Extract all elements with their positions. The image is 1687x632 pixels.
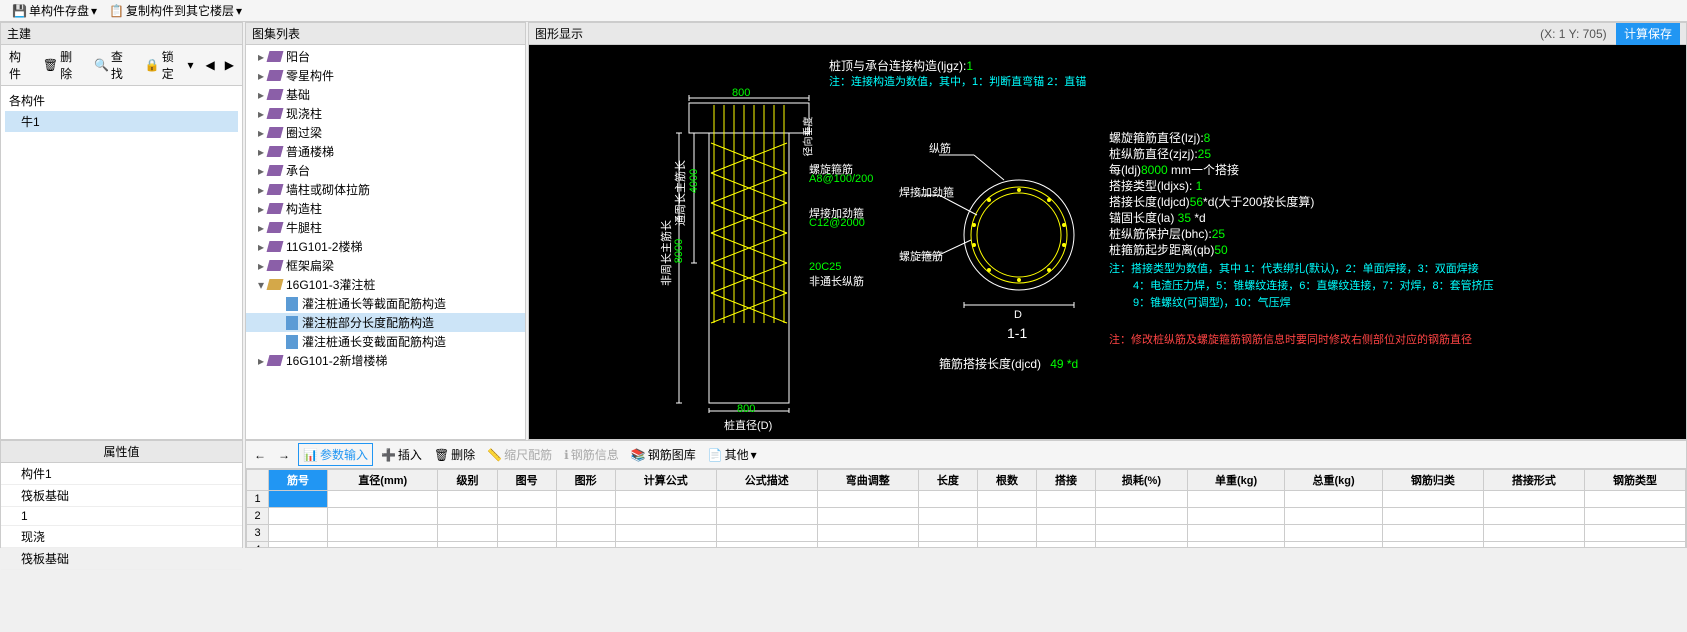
- btn-delete[interactable]: 🗑删除: [39, 47, 88, 83]
- atlas-node[interactable]: ▸阳台: [246, 47, 525, 66]
- atlas-leaf[interactable]: 灌注桩通长变截面配筋构造: [246, 332, 525, 351]
- tree-item[interactable]: 牛1: [5, 111, 238, 132]
- btn-prev[interactable]: ←: [250, 446, 270, 464]
- btn-next[interactable]: →: [274, 446, 294, 464]
- rebar-toolbar: ← → 📊参数输入 ➕插入 🗑删除 📏缩尺配筋 ℹ钢筋信息 📚钢筋图库 📄其他▾: [245, 440, 1687, 469]
- left-tree: 各构件 牛1: [0, 86, 243, 440]
- btn-scale: 📏缩尺配筋: [483, 444, 556, 465]
- left-panel: 主建 构件 🗑删除 🔍查找 🔒锁定▾ ◀ ▶ 各构件 牛1: [0, 22, 243, 440]
- property-row[interactable]: 筏板基础: [1, 548, 242, 570]
- property-row[interactable]: 1: [1, 507, 242, 526]
- atlas-title: 图集列表: [245, 22, 526, 45]
- btn-find[interactable]: 🔍查找: [90, 47, 139, 83]
- atlas-node[interactable]: ▸现浇柱: [246, 104, 525, 123]
- atlas-node[interactable]: ▸普通楼梯: [246, 142, 525, 161]
- left-toolbar: 构件 🗑删除 🔍查找 🔒锁定▾ ◀ ▶: [0, 45, 243, 86]
- property-row[interactable]: 现浇: [1, 526, 242, 548]
- btn-param-input[interactable]: 📊参数输入: [298, 443, 373, 466]
- atlas-node[interactable]: ▸基础: [246, 85, 525, 104]
- tree-root[interactable]: 各构件: [5, 90, 238, 111]
- btn-lib[interactable]: 📚钢筋图库: [627, 444, 700, 465]
- atlas-node[interactable]: ▸墙柱或砌体拉筋: [246, 180, 525, 199]
- btn-info: ℹ钢筋信息: [560, 444, 623, 465]
- btn-member[interactable]: 构件: [5, 47, 37, 83]
- btn-left-prev[interactable]: ◀: [202, 57, 219, 73]
- atlas-node[interactable]: ▸承台: [246, 161, 525, 180]
- menu-save[interactable]: 💾单构件存盘▾: [8, 2, 101, 19]
- atlas-leaf[interactable]: 灌注桩通长等截面配筋构造: [246, 294, 525, 313]
- btn-insert[interactable]: ➕插入: [377, 444, 426, 465]
- graphic-title: 图形显示: [535, 25, 583, 42]
- coord-display: (X: 1 Y: 705): [1540, 27, 1607, 41]
- atlas-panel: 图集列表 ▸阳台▸零星构件▸基础▸现浇柱▸圈过梁▸普通楼梯▸承台▸墙柱或砌体拉筋…: [245, 22, 526, 440]
- atlas-node[interactable]: ▸构造柱: [246, 199, 525, 218]
- drawing-canvas[interactable]: 桩顶与承台连接构造(ljgz):1 注：连接构造为数值，其中，1：判断直弯锚 2…: [528, 45, 1687, 440]
- atlas-node[interactable]: ▸牛腿柱: [246, 218, 525, 237]
- atlas-node[interactable]: ▸零星构件: [246, 66, 525, 85]
- property-panel: 属性值 构件1筏板基础1现浇筏板基础: [0, 440, 243, 548]
- atlas-node[interactable]: ▸11G101-2楼梯: [246, 237, 525, 256]
- atlas-node[interactable]: ▸圈过梁: [246, 123, 525, 142]
- atlas-node[interactable]: ▸16G101-2新增楼梯: [246, 351, 525, 370]
- atlas-leaf[interactable]: 灌注桩部分长度配筋构造: [246, 313, 525, 332]
- atlas-node[interactable]: ▸框架扁梁: [246, 256, 525, 275]
- rebar-panel: ← → 📊参数输入 ➕插入 🗑删除 📏缩尺配筋 ℹ钢筋信息 📚钢筋图库 📄其他▾…: [245, 440, 1687, 548]
- atlas-node-expanded[interactable]: ▾16G101-3灌注桩: [246, 275, 525, 294]
- btn-left-next[interactable]: ▶: [221, 57, 238, 73]
- btn-lock[interactable]: 🔒锁定▾: [141, 47, 198, 83]
- btn-other[interactable]: 📄其他▾: [704, 444, 761, 465]
- atlas-tree: ▸阳台▸零星构件▸基础▸现浇柱▸圈过梁▸普通楼梯▸承台▸墙柱或砌体拉筋▸构造柱▸…: [245, 45, 526, 440]
- property-row[interactable]: 筏板基础: [1, 485, 242, 507]
- top-menubar: 💾单构件存盘▾ 📋复制构件到其它楼层▾: [0, 0, 1687, 22]
- menu-copy[interactable]: 📋复制构件到其它楼层▾: [105, 2, 246, 19]
- property-row[interactable]: 构件1: [1, 463, 242, 485]
- property-header: 属性值: [1, 441, 242, 463]
- graphic-panel: 图形显示 (X: 1 Y: 705) 计算保存 桩顶与承台连接构造(ljgz):…: [528, 22, 1687, 440]
- btn-del[interactable]: 🗑删除: [430, 444, 479, 465]
- calc-save-button[interactable]: 计算保存: [1616, 23, 1680, 45]
- rebar-grid[interactable]: 筋号直径(mm)级别图号图形计算公式公式描述弯曲调整长度根数搭接损耗(%)单重(…: [246, 469, 1686, 548]
- left-title: 主建: [0, 22, 243, 45]
